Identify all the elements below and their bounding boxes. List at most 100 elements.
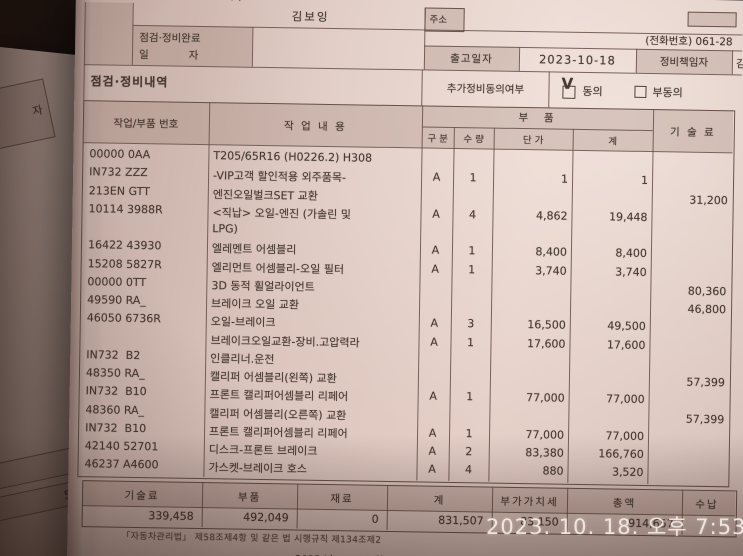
cell-part: 48350 RA_	[85, 366, 145, 381]
cell-content: 캘리퍼 어셈블리(오른쪽) 교환	[209, 406, 347, 422]
cell-content: 오일-브레이크	[210, 315, 276, 330]
cell-part: 10114 3988R	[88, 201, 163, 217]
cell-qty: 1	[466, 390, 474, 404]
cell-part: 48360 RA_	[85, 402, 145, 417]
column-header-work-content: 작 업 내 용	[283, 119, 347, 133]
cell-content: 3D 동적 휠얼라이언트	[211, 278, 315, 294]
grid-line	[548, 71, 550, 108]
completion-date-label-line1: 점검·정비완료	[139, 32, 201, 45]
consent-disagree-checkbox[interactable]	[634, 85, 647, 98]
camera-timestamp: 2023. 10. 18. 오후 7:53:24	[486, 515, 743, 539]
cell-total: 77,000	[605, 429, 645, 443]
cell-part: 49590 RA_	[87, 293, 146, 308]
cell-gubun: A	[428, 444, 437, 458]
cell-unit: 77,000	[526, 391, 565, 405]
manager-name: 김	[735, 57, 743, 71]
cell-content: T205/65R16 (H0226.2) H308	[213, 149, 373, 165]
release-date-label: 출고일자	[450, 52, 493, 66]
cell-gubun: A	[428, 426, 437, 440]
cell-content: LPG)	[212, 222, 238, 236]
cell-content: 가스켓-브레이크 호스	[208, 461, 308, 476]
cell-part: 00000 0AA	[89, 147, 151, 162]
column-header-parts-group: 부 품	[518, 111, 557, 125]
cell-part: 00000 0TT	[87, 274, 147, 289]
cell-content: 브레이크 오일 교환	[210, 297, 300, 312]
consent-label: 추가정비동의여부	[446, 82, 525, 96]
cell-total: 3,740	[615, 265, 647, 279]
cell-content: 엔진오일벌크SET 교환	[212, 187, 319, 203]
cell-qty: 1	[468, 244, 476, 258]
cell-tech: 57,399	[685, 412, 725, 426]
cell-content: 디스크-프론트 브레이크	[208, 443, 318, 458]
completion-date-label-line2: 일 자	[138, 48, 199, 62]
cell-unit: 77,000	[525, 427, 565, 442]
cell-content: 브레이크오일교환-장비.고압력라	[210, 333, 360, 349]
column-header-tech-fee: 기 술 료	[669, 125, 716, 139]
cell-total: 49,500	[607, 319, 646, 334]
cell-qty: 2	[465, 445, 473, 459]
totals-value: 0	[371, 512, 379, 526]
cell-content: 프론트 캘리퍼어셈블리 리페어	[209, 388, 349, 404]
totals-label: 기술료	[124, 489, 160, 502]
totals-label: 부품	[237, 491, 262, 504]
cell-total: 19,448	[608, 210, 648, 224]
cell-unit: 880	[542, 464, 564, 478]
cell-gubun: A	[431, 262, 440, 276]
cell-total: 3,520	[611, 465, 644, 480]
cell-unit: 16,500	[527, 318, 566, 332]
cell-gubun: A	[430, 335, 438, 349]
section-title: 점검·정비내역	[90, 74, 169, 90]
column-header-line-total: 계	[608, 135, 618, 148]
background-fragment-text: 자	[31, 103, 44, 119]
totals-value: 492,049	[243, 510, 289, 525]
cell-qty: 4	[464, 463, 473, 477]
cell-content: 엘리먼트 어셈블리-오일 필터	[211, 260, 345, 276]
cell-content: -VIP고객 할인적용 외주품목-	[212, 169, 347, 185]
cell-qty: 1	[466, 335, 475, 349]
cell-unit: 17,600	[526, 336, 566, 351]
owner-tab-cell	[83, 2, 133, 65]
cell-part: IN732 ZZZ	[89, 165, 148, 180]
cell-total: 17,600	[606, 337, 646, 352]
cell-part: 46050 6736R	[86, 311, 162, 326]
cell-gubun: A	[431, 243, 440, 257]
cell-gubun: A	[429, 389, 438, 403]
cell-gubun: A	[432, 207, 440, 221]
totals-label: 부가가치세	[500, 495, 559, 509]
cell-part: IN732 B10	[85, 384, 147, 399]
cell-total: 77,000	[606, 392, 645, 407]
cell-qty: 1	[469, 171, 477, 185]
cell-gubun: A	[430, 316, 439, 330]
cell-content: 인클리너.운전	[210, 351, 275, 366]
address-label: 주소	[429, 14, 448, 26]
cell-unit: 4,862	[535, 209, 568, 223]
totals-value: 831,507	[438, 513, 484, 528]
consent-agree-checkmark: V	[561, 74, 574, 93]
cell-part: IN732 B10	[85, 420, 147, 435]
release-date-value: 2023-10-18	[538, 52, 616, 68]
cell-gubun: A	[428, 462, 436, 476]
cell-total: 1	[640, 174, 649, 188]
representative-label: (대 표 자)	[160, 0, 247, 4]
cell-part: 16422 43930	[87, 238, 162, 253]
manager-label: 정비책임자	[659, 55, 709, 69]
cell-tech: 46,800	[687, 302, 727, 317]
cell-content: 캘리퍼 어셈블리(왼쪽) 교환	[209, 370, 337, 386]
cell-total: 166,760	[598, 447, 644, 461]
consent-disagree-label: 부동의	[652, 86, 683, 100]
cell-qty: 4	[468, 207, 477, 222]
cell-qty: 1	[468, 262, 476, 276]
totals-label: 총액	[612, 496, 637, 510]
cell-unit: 83,380	[525, 446, 564, 460]
column-header-part-number: 작업/부품 번호	[113, 117, 179, 131]
cell-gubun: A	[432, 170, 441, 184]
cell-total: 8,400	[615, 246, 648, 261]
grid-line	[251, 26, 254, 67]
cell-part: 15208 5827R	[87, 256, 162, 271]
document-date-line: 2023 년 10 월 18	[295, 551, 422, 556]
header-fragment-cell	[687, 11, 737, 28]
phone-number: (전화번호) 061-28	[645, 34, 733, 49]
totals-label: 재료	[330, 492, 354, 505]
totals-label: 계	[433, 494, 446, 507]
column-header-unit-price: 단 가	[522, 134, 544, 146]
